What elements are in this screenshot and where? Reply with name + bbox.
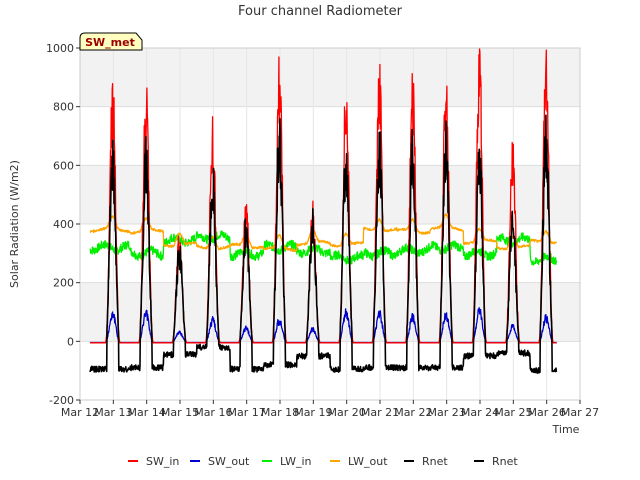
x-tick-label: Mar 16 — [194, 406, 232, 419]
legend-label: Rnet — [422, 455, 448, 468]
y-ticks: -200 0 200 400 600 800 1000 — [46, 42, 80, 407]
chart-title: Four channel Radiometer — [238, 4, 403, 19]
station-badge: SW_met — [79, 32, 143, 51]
grid-band — [80, 165, 580, 224]
x-tick-label: Mar 27 — [561, 406, 599, 419]
series-line-rnet — [89, 114, 558, 374]
x-tick-label: Mar 13 — [94, 406, 132, 419]
y-tick-label: 800 — [53, 101, 74, 114]
station-badge-shape — [79, 32, 143, 51]
x-axis-label: Time — [552, 423, 580, 436]
x-tick-label: Mar 15 — [161, 406, 199, 419]
x-tick-label: Mar 20 — [328, 406, 366, 419]
x-tick-label: Mar 12 — [61, 406, 99, 419]
x-tick-label: Mar 21 — [361, 406, 399, 419]
legend-label: LW_out — [348, 455, 388, 468]
grid-bands — [80, 48, 580, 342]
grid-band — [80, 282, 580, 342]
grid-band — [80, 48, 580, 107]
x-tick-label: Mar 26 — [528, 406, 566, 419]
station-badge-label: SW_met — [85, 36, 135, 49]
y-tick-label: 200 — [53, 277, 74, 290]
y-tick-label: 0 — [67, 335, 74, 348]
y-tick-label: 600 — [53, 159, 74, 172]
x-tick-label: Mar 22 — [394, 406, 432, 419]
x-tick-label: Mar 19 — [294, 406, 332, 419]
legend-label: Rnet — [492, 455, 518, 468]
series-line-lw-out — [89, 213, 558, 253]
x-tick-label: Mar 23 — [428, 406, 466, 419]
legend-label: LW_in — [280, 455, 312, 468]
x-tick-label: Mar 14 — [128, 406, 166, 419]
legend-label: SW_in — [146, 455, 179, 468]
x-tick-label: Mar 17 — [228, 406, 266, 419]
x-tick-label: Mar 24 — [461, 406, 499, 419]
legend: SW_in SW_out LW_in LW_out Rnet Rnet — [128, 455, 518, 468]
y-tick-label: -200 — [49, 394, 74, 407]
x-tick-label: Mar 18 — [261, 406, 299, 419]
y-tick-label: 1000 — [46, 42, 74, 55]
legend-label: SW_out — [208, 455, 250, 468]
y-axis-label: Solar Radiation (W/m2) — [8, 160, 21, 288]
x-tick-label: Mar 25 — [494, 406, 532, 419]
series-line-lw-in — [89, 230, 557, 266]
series-layer — [89, 48, 558, 374]
y-tick-label: 400 — [53, 218, 74, 231]
series-line-sw-in — [89, 48, 557, 344]
